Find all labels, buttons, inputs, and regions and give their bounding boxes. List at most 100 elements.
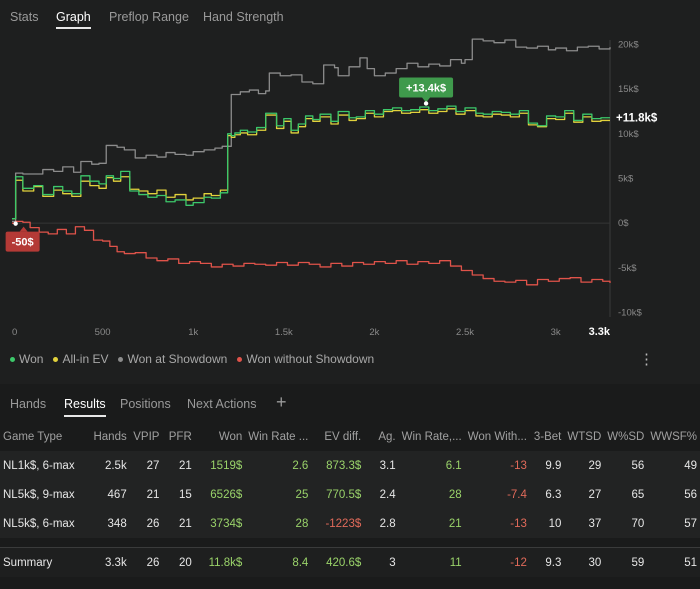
tab-graph[interactable]: Graph: [56, 10, 91, 29]
cell-3bet: 9.3: [545, 556, 562, 569]
cell-ev-diff: 770.5$: [326, 488, 362, 501]
cell-ag: 2.4: [379, 488, 396, 501]
cell-3bet: 6.3: [545, 488, 562, 501]
table-header-row: Game Type Hands VPIP PFR Won Win Rate ..…: [0, 422, 700, 451]
table-row[interactable]: NL1k$, 6-max 2.5k 27 21 1519$ 2.6 873.3$…: [0, 451, 700, 480]
cell-wwsf: 51: [684, 556, 697, 569]
series-won-without-showdown-line: [12, 220, 611, 286]
column-header[interactable]: Hands: [93, 430, 127, 443]
legend-label: Won: [19, 352, 44, 366]
cell-wwsf: 49: [684, 459, 697, 472]
series-won-at-showdown-line: [12, 38, 611, 223]
column-header[interactable]: WWSF%: [650, 430, 697, 443]
tab-preflop-range[interactable]: Preflop Range: [109, 10, 189, 24]
results-table: Game Type Hands VPIP PFR Won Win Rate ..…: [0, 422, 700, 577]
cell-hands: 3.3k: [104, 556, 127, 569]
chart-legend: Won All-in EV Won at Showdown Won withou…: [10, 352, 374, 366]
dot-icon: [53, 356, 59, 362]
add-tab-icon[interactable]: +: [276, 392, 287, 412]
tab-positions[interactable]: Positions: [120, 397, 171, 411]
legend-label: Won at Showdown: [127, 352, 228, 366]
x-tick-label: 2.5k: [456, 327, 474, 338]
tab-stats[interactable]: Stats: [10, 10, 39, 24]
low-badge: [5, 231, 40, 252]
cell-win-rate-2: 6.1: [445, 459, 462, 472]
cell-hands: 348: [107, 517, 127, 530]
column-header[interactable]: PFR: [168, 430, 192, 443]
cell-won-without: -12: [510, 556, 527, 569]
peak-badge-label: +13.4k$: [406, 82, 446, 94]
tab-hand-strength[interactable]: Hand Strength: [203, 10, 284, 24]
cell-3bet: 10: [548, 517, 562, 530]
results-panel: Hands Results Positions Next Actions + G…: [0, 384, 700, 589]
end-value-label: +11.8k$: [616, 113, 658, 125]
peak-badge-pointer: [422, 97, 431, 103]
cell-pfr: 21: [178, 459, 192, 472]
peak-badge: [399, 77, 454, 98]
cell-wtsd: 30: [588, 556, 602, 569]
cell-ag: 2.8: [379, 517, 396, 530]
cell-pfr: 15: [178, 488, 192, 501]
column-header[interactable]: VPIP: [133, 430, 160, 443]
column-header[interactable]: Win Rate,...: [401, 430, 462, 443]
low-badge-pointer: [19, 226, 28, 232]
top-tab-bar: Stats Graph Preflop Range Hand Strength: [0, 0, 700, 36]
tab-hands[interactable]: Hands: [10, 397, 47, 411]
more-options-icon[interactable]: ⋮: [639, 351, 654, 368]
sub-tab-bar: Hands Results Positions Next Actions +: [0, 384, 700, 422]
legend-label: Won without Showdown: [246, 352, 375, 366]
cell-win-rate-2: 21: [448, 517, 462, 530]
x-tick-label: 1k: [188, 327, 198, 338]
column-header[interactable]: Game Type: [3, 430, 63, 443]
y-tick-label: -10k$: [618, 308, 642, 319]
cell-won: 1519$: [210, 459, 243, 472]
summary-row[interactable]: Summary 3.3k 26 20 11.8k$ 8.4 420.6$ 3 1…: [0, 547, 700, 577]
y-tick-label: 0$: [618, 218, 629, 229]
legend-item-won-without-showdown[interactable]: Won without Showdown: [237, 352, 374, 366]
bankroll-graph: 20k$ 15k$ 10k$ 5k$ 0$ -5k$ -10k$ 0 500 1k 1.5k 2k 2.…: [5, 38, 658, 338]
x-tick-label: 0: [12, 327, 17, 338]
column-header[interactable]: Won: [218, 430, 243, 443]
cell-vpip: 26: [146, 556, 160, 569]
cell-wsd: 70: [631, 517, 645, 530]
column-header[interactable]: Ag.: [378, 430, 396, 443]
column-header[interactable]: Won With...: [467, 430, 527, 443]
cell-wtsd: 29: [588, 459, 602, 472]
x-tick-label: 2k: [369, 327, 379, 338]
y-tick-label: 10k$: [618, 129, 639, 140]
table-row[interactable]: NL5k$, 9-max 467 21 15 6526$ 25 770.5$ 2…: [0, 480, 700, 509]
x-tick-label: 500: [95, 327, 111, 338]
cell-vpip: 26: [146, 517, 160, 530]
y-tick-label: 15k$: [618, 84, 639, 95]
tab-results[interactable]: Results: [64, 397, 106, 417]
legend-item-won[interactable]: Won: [10, 352, 43, 366]
table-row[interactable]: NL5k$, 6-max 348 26 21 3734$ 28 -1223$ 2…: [0, 509, 700, 538]
cell-won-without: -13: [510, 517, 527, 530]
low-badge-label: -50$: [12, 237, 34, 249]
cell-ev-diff: 873.3$: [326, 459, 362, 472]
cell-wsd: 56: [631, 459, 645, 472]
y-tick-label: 20k$: [618, 39, 639, 50]
cell-game-type: NL5k$, 9-max: [3, 488, 75, 501]
column-header[interactable]: EV diff.: [324, 430, 362, 443]
cell-won-without: -13: [510, 459, 527, 472]
cell-win-rate: 8.4: [292, 556, 309, 569]
cell-won-without: -7.4: [507, 488, 527, 501]
cell-vpip: 27: [146, 459, 160, 472]
y-tick-label: -5k$: [618, 263, 637, 274]
cell-wtsd: 37: [588, 517, 602, 530]
peak-marker: [423, 101, 429, 106]
legend-item-all-in-ev[interactable]: All-in EV: [53, 352, 108, 366]
column-header[interactable]: WTSD: [567, 430, 602, 443]
cell-ev-diff: -1223$: [325, 517, 362, 530]
column-header[interactable]: Win Rate ...: [248, 430, 309, 443]
tab-next-actions[interactable]: Next Actions: [187, 397, 257, 411]
cell-win-rate-2: 28: [448, 488, 462, 501]
cell-hands: 2.5k: [104, 459, 127, 472]
cell-won: 11.8k$: [208, 556, 243, 569]
cell-wwsf: 56: [684, 488, 697, 501]
legend-item-won-at-showdown[interactable]: Won at Showdown: [118, 352, 227, 366]
cell-wsd: 65: [631, 488, 645, 501]
column-header[interactable]: 3-Bet: [533, 430, 562, 443]
column-header[interactable]: W%SD: [607, 430, 645, 443]
